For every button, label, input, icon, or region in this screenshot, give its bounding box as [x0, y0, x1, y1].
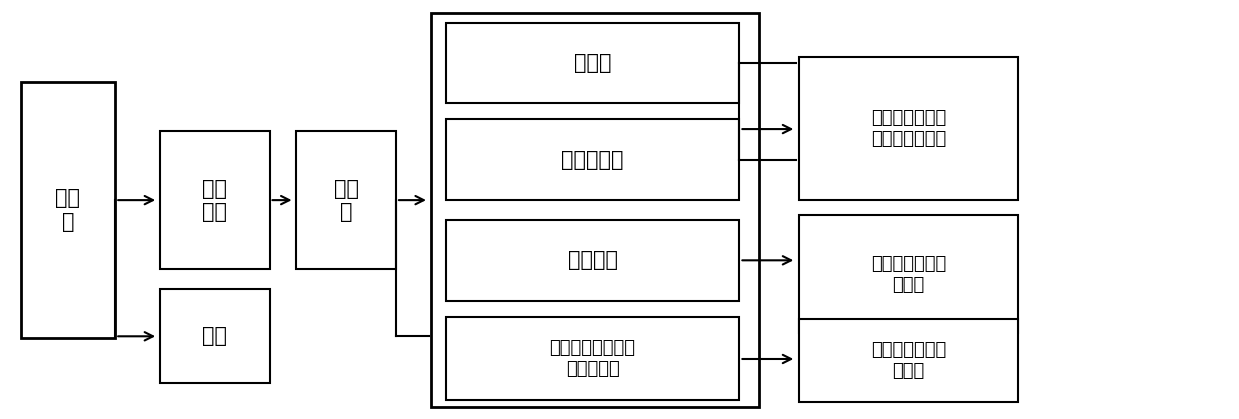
Text: 金属
粉末: 金属 粉末	[202, 178, 227, 222]
Bar	[431, 13, 760, 407]
Bar	[446, 119, 740, 200]
Bar	[446, 220, 740, 301]
Bar	[160, 131, 270, 269]
Text: 三维数字动态散斑
应变测量仪: 三维数字动态散斑 应变测量仪	[550, 339, 636, 378]
Bar	[446, 23, 740, 103]
Text: 数据记录仪采集
温度和变形数据: 数据记录仪采集 温度和变形数据	[871, 109, 947, 148]
Bar	[160, 289, 270, 383]
Bar	[21, 82, 115, 338]
Bar	[799, 318, 1018, 402]
Bar	[296, 131, 396, 269]
Text: 成形
件: 成形 件	[333, 178, 359, 222]
Text: 计算机采集应变
场数据: 计算机采集应变 场数据	[871, 341, 947, 380]
Text: 热成像仪: 热成像仪	[567, 250, 617, 270]
Text: 计算机采集温度
场数据: 计算机采集温度 场数据	[871, 255, 947, 294]
Text: 热电偶: 热电偶	[574, 53, 611, 73]
Text: 基板: 基板	[202, 326, 227, 346]
Text: 高能
束: 高能 束	[56, 189, 81, 232]
Bar	[799, 215, 1018, 334]
Text: 位移传感器: 位移传感器	[561, 150, 624, 170]
Bar	[799, 57, 1018, 200]
Bar	[446, 317, 740, 401]
